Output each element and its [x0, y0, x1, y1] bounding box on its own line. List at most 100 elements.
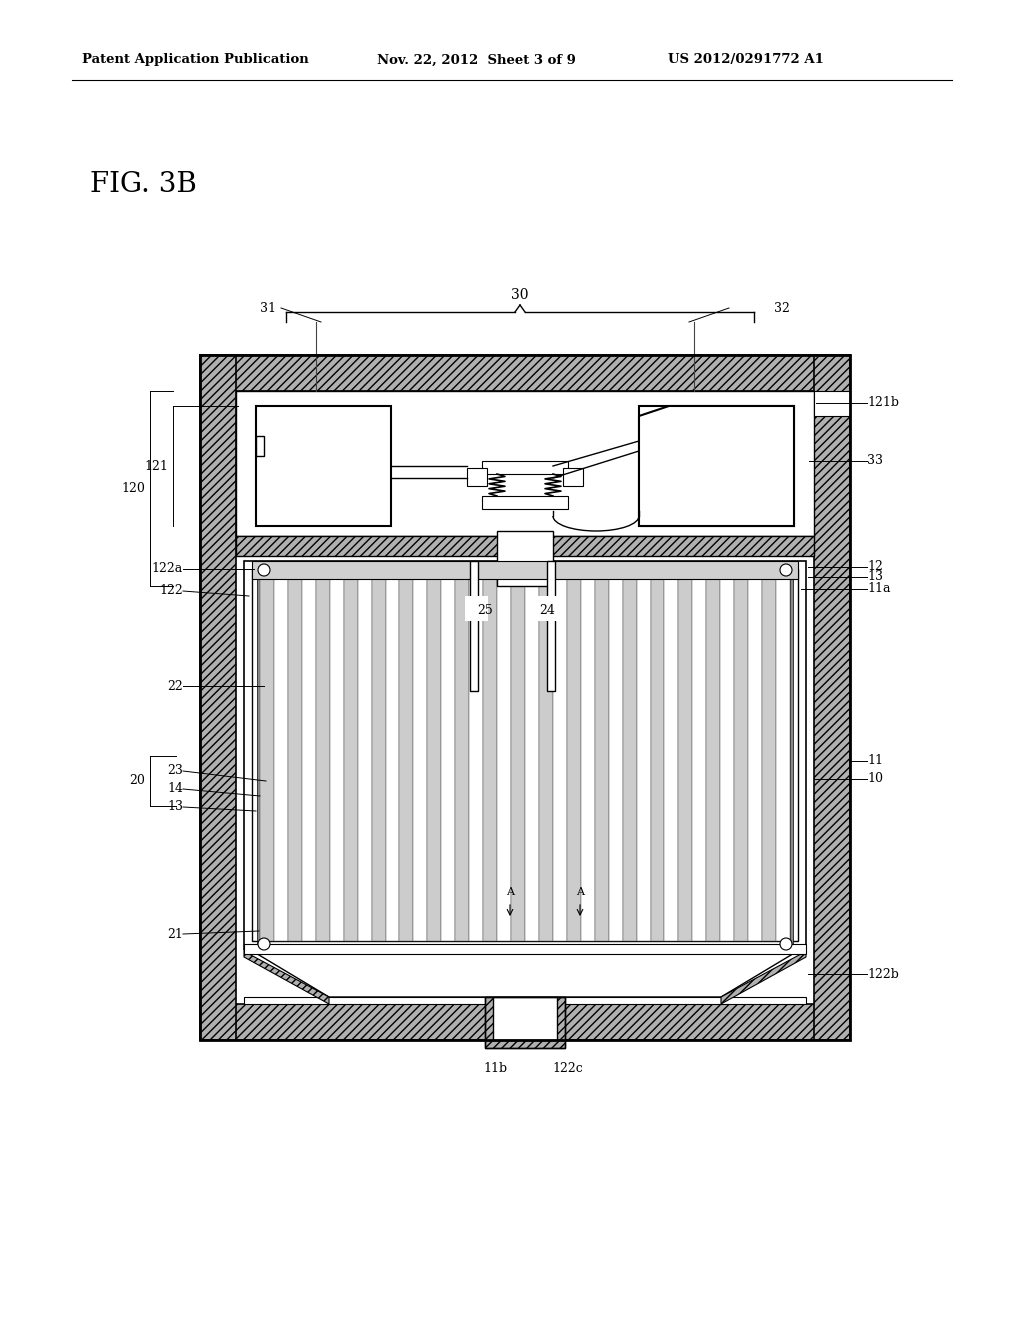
Polygon shape: [236, 391, 814, 1005]
Polygon shape: [721, 949, 806, 1005]
Text: US 2012/0291772 A1: US 2012/0291772 A1: [668, 54, 824, 66]
Polygon shape: [441, 579, 456, 941]
Text: 31: 31: [260, 301, 276, 314]
Polygon shape: [814, 355, 850, 1040]
Polygon shape: [357, 579, 372, 941]
Polygon shape: [762, 579, 776, 941]
Polygon shape: [493, 997, 557, 1040]
Circle shape: [258, 564, 270, 576]
Polygon shape: [385, 579, 399, 941]
Polygon shape: [692, 579, 707, 941]
Polygon shape: [790, 561, 793, 949]
Text: 30: 30: [511, 288, 528, 302]
Text: 21: 21: [167, 928, 183, 940]
Polygon shape: [470, 561, 478, 690]
Circle shape: [780, 564, 792, 576]
Polygon shape: [260, 579, 274, 941]
Polygon shape: [525, 579, 539, 941]
Text: 122a: 122a: [152, 562, 183, 576]
Polygon shape: [553, 579, 567, 941]
Polygon shape: [256, 436, 264, 455]
Polygon shape: [720, 579, 734, 941]
Text: 121: 121: [144, 459, 168, 473]
Polygon shape: [623, 579, 637, 941]
Text: A: A: [506, 887, 514, 898]
Polygon shape: [456, 579, 469, 941]
Polygon shape: [256, 407, 391, 525]
Polygon shape: [274, 579, 288, 941]
Polygon shape: [482, 461, 568, 474]
Text: 121b: 121b: [867, 396, 899, 409]
Text: 23: 23: [167, 764, 183, 777]
Polygon shape: [483, 579, 497, 941]
Polygon shape: [244, 949, 329, 1005]
Polygon shape: [637, 579, 650, 941]
Polygon shape: [200, 355, 850, 391]
Polygon shape: [639, 407, 794, 525]
Polygon shape: [372, 579, 385, 941]
Polygon shape: [249, 949, 801, 997]
Text: A: A: [575, 887, 584, 898]
Polygon shape: [485, 997, 565, 1048]
Polygon shape: [315, 579, 330, 941]
Text: 13: 13: [167, 800, 183, 813]
Polygon shape: [497, 531, 553, 586]
Text: Patent Application Publication: Patent Application Publication: [82, 54, 309, 66]
Text: 12: 12: [867, 561, 883, 573]
Text: 32: 32: [774, 301, 790, 314]
Polygon shape: [344, 579, 357, 941]
Polygon shape: [302, 579, 315, 941]
Text: 11: 11: [867, 755, 883, 767]
Polygon shape: [244, 997, 806, 1005]
Polygon shape: [734, 579, 749, 941]
Polygon shape: [511, 579, 525, 941]
Circle shape: [780, 939, 792, 950]
Text: 25: 25: [477, 605, 493, 618]
Polygon shape: [236, 536, 814, 556]
Text: 33: 33: [867, 454, 883, 467]
Polygon shape: [581, 579, 595, 941]
Polygon shape: [539, 579, 553, 941]
Polygon shape: [414, 579, 427, 941]
Polygon shape: [665, 579, 679, 941]
Polygon shape: [467, 469, 487, 486]
Polygon shape: [707, 579, 720, 941]
Polygon shape: [776, 579, 790, 941]
Polygon shape: [200, 355, 236, 1040]
Polygon shape: [814, 391, 850, 416]
Text: 11b: 11b: [483, 1061, 507, 1074]
Polygon shape: [200, 1005, 850, 1040]
Polygon shape: [252, 561, 798, 579]
Polygon shape: [244, 944, 806, 954]
Polygon shape: [236, 391, 814, 536]
Text: 122b: 122b: [867, 968, 899, 981]
Polygon shape: [547, 561, 555, 690]
Polygon shape: [330, 579, 344, 941]
Polygon shape: [749, 579, 762, 941]
Text: 22: 22: [167, 680, 183, 693]
Polygon shape: [288, 579, 302, 941]
Polygon shape: [257, 561, 260, 949]
Text: 122: 122: [160, 585, 183, 598]
Text: 11a: 11a: [867, 582, 891, 595]
Polygon shape: [399, 579, 414, 941]
Polygon shape: [608, 579, 623, 941]
Polygon shape: [252, 569, 798, 941]
Polygon shape: [497, 579, 511, 941]
Polygon shape: [537, 597, 560, 620]
Text: Nov. 22, 2012  Sheet 3 of 9: Nov. 22, 2012 Sheet 3 of 9: [377, 54, 575, 66]
Polygon shape: [595, 579, 608, 941]
Text: 14: 14: [167, 783, 183, 796]
Circle shape: [258, 939, 270, 950]
Polygon shape: [482, 496, 568, 510]
Polygon shape: [567, 579, 581, 941]
Text: 13: 13: [867, 570, 883, 583]
Text: 20: 20: [129, 775, 145, 788]
Polygon shape: [465, 597, 488, 620]
Polygon shape: [679, 579, 692, 941]
Text: 122c: 122c: [552, 1061, 583, 1074]
Text: 120: 120: [121, 482, 145, 495]
Polygon shape: [244, 561, 806, 949]
Text: FIG. 3B: FIG. 3B: [90, 172, 197, 198]
Text: 24: 24: [539, 605, 555, 618]
